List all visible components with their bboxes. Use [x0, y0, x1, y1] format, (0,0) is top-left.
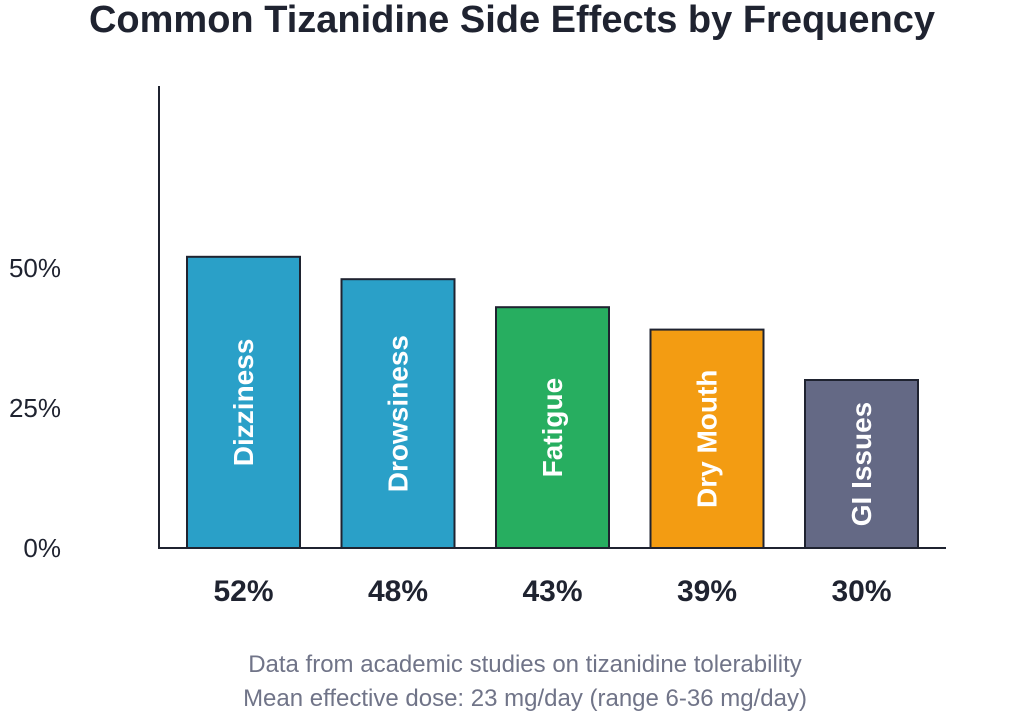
value-label: 43%	[522, 575, 582, 608]
bar-dry-mouth	[649, 328, 765, 549]
y-tick-label: 25%	[9, 393, 61, 423]
category-label: Drowsiness	[383, 335, 414, 492]
category-label: GI Issues	[846, 402, 877, 527]
bar-gi-issues	[804, 379, 919, 549]
y-tick-label: 50%	[9, 253, 61, 283]
bar-dizziness	[186, 255, 301, 549]
source-note: Data from academic studies on tizanidine…	[248, 651, 802, 678]
value-label: 48%	[368, 575, 428, 608]
value-label: 39%	[677, 575, 737, 608]
bar-drowsiness	[340, 278, 456, 549]
chart-title: Common Tizanidine Side Effects by Freque…	[89, 0, 935, 41]
y-tick-labels: 0% 25% 50%	[9, 253, 61, 563]
bars: Dizziness Drowsiness Fatigue Dry Mouth GI Is…	[186, 255, 919, 550]
value-label: 52%	[213, 575, 273, 608]
bar-fatigue	[495, 306, 610, 550]
category-label: Dry Mouth	[692, 370, 723, 508]
y-tick-label: 0%	[23, 533, 61, 563]
value-labels: 52% 48% 43% 39% 30%	[213, 575, 891, 608]
category-label: Dizziness	[228, 339, 259, 467]
dose-note: Mean effective dose: 23 mg/day (range 6-…	[243, 685, 807, 712]
category-label: Fatigue	[537, 378, 568, 478]
value-label: 30%	[831, 575, 891, 608]
